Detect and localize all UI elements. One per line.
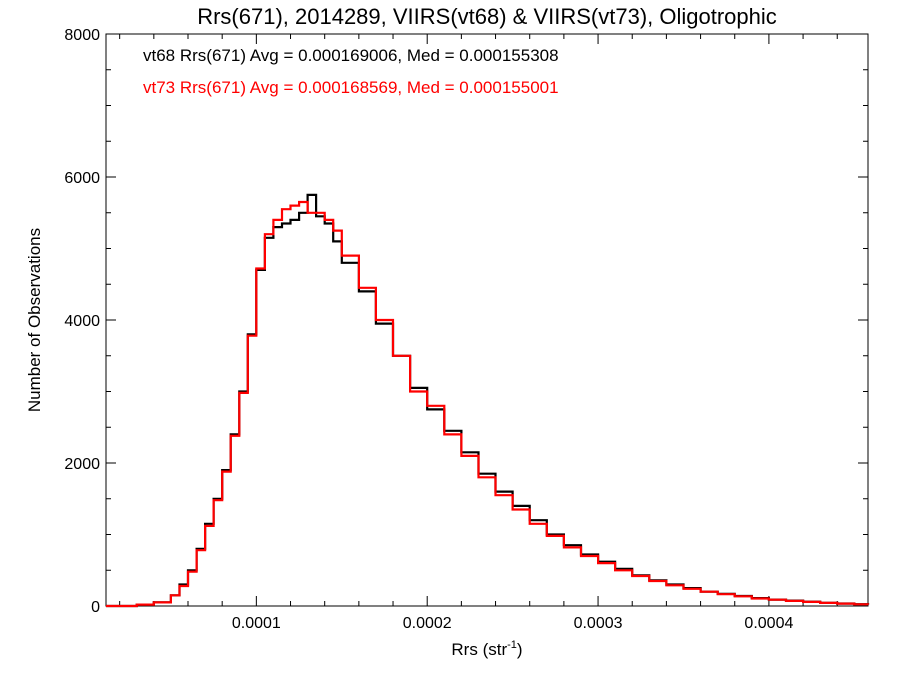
series-vt68-line <box>106 193 870 608</box>
series-group <box>106 193 870 608</box>
y-tick-label: 6000 <box>64 170 100 187</box>
x-tick-label: 0.0001 <box>232 615 281 632</box>
y-axis-label: Number of Observations <box>25 228 44 412</box>
x-tick-label: 0.0003 <box>574 615 623 632</box>
y-tick-label: 4000 <box>64 313 100 330</box>
y-tick-label: 2000 <box>64 456 100 473</box>
series-vt73-line <box>106 200 870 608</box>
legend-entry-vt68: vt68 Rrs(671) Avg = 0.000169006, Med = 0… <box>143 46 559 65</box>
x-tick-label: 0.0002 <box>403 615 452 632</box>
x-axis-label: Rrs (str-1) <box>451 639 522 659</box>
x-tick-label: 0.0004 <box>744 615 793 632</box>
legend-entry-vt73: vt73 Rrs(671) Avg = 0.000168569, Med = 0… <box>143 78 559 97</box>
x-axis-label-close: ) <box>517 640 523 659</box>
y-tick-label: 0 <box>91 599 100 616</box>
x-axis-label-superscript: -1 <box>507 639 517 651</box>
x-axis-label-main: Rrs (str <box>451 640 507 659</box>
y-tick-label: 8000 <box>64 27 100 44</box>
chart-title: Rrs(671), 2014289, VIIRS(vt68) & VIIRS(v… <box>197 4 777 29</box>
plot-frame <box>105 33 869 607</box>
axis-ticks: 0.0001 0.0002 0.0003 0.0004 0 2000 4000 6000 800… <box>64 27 868 632</box>
